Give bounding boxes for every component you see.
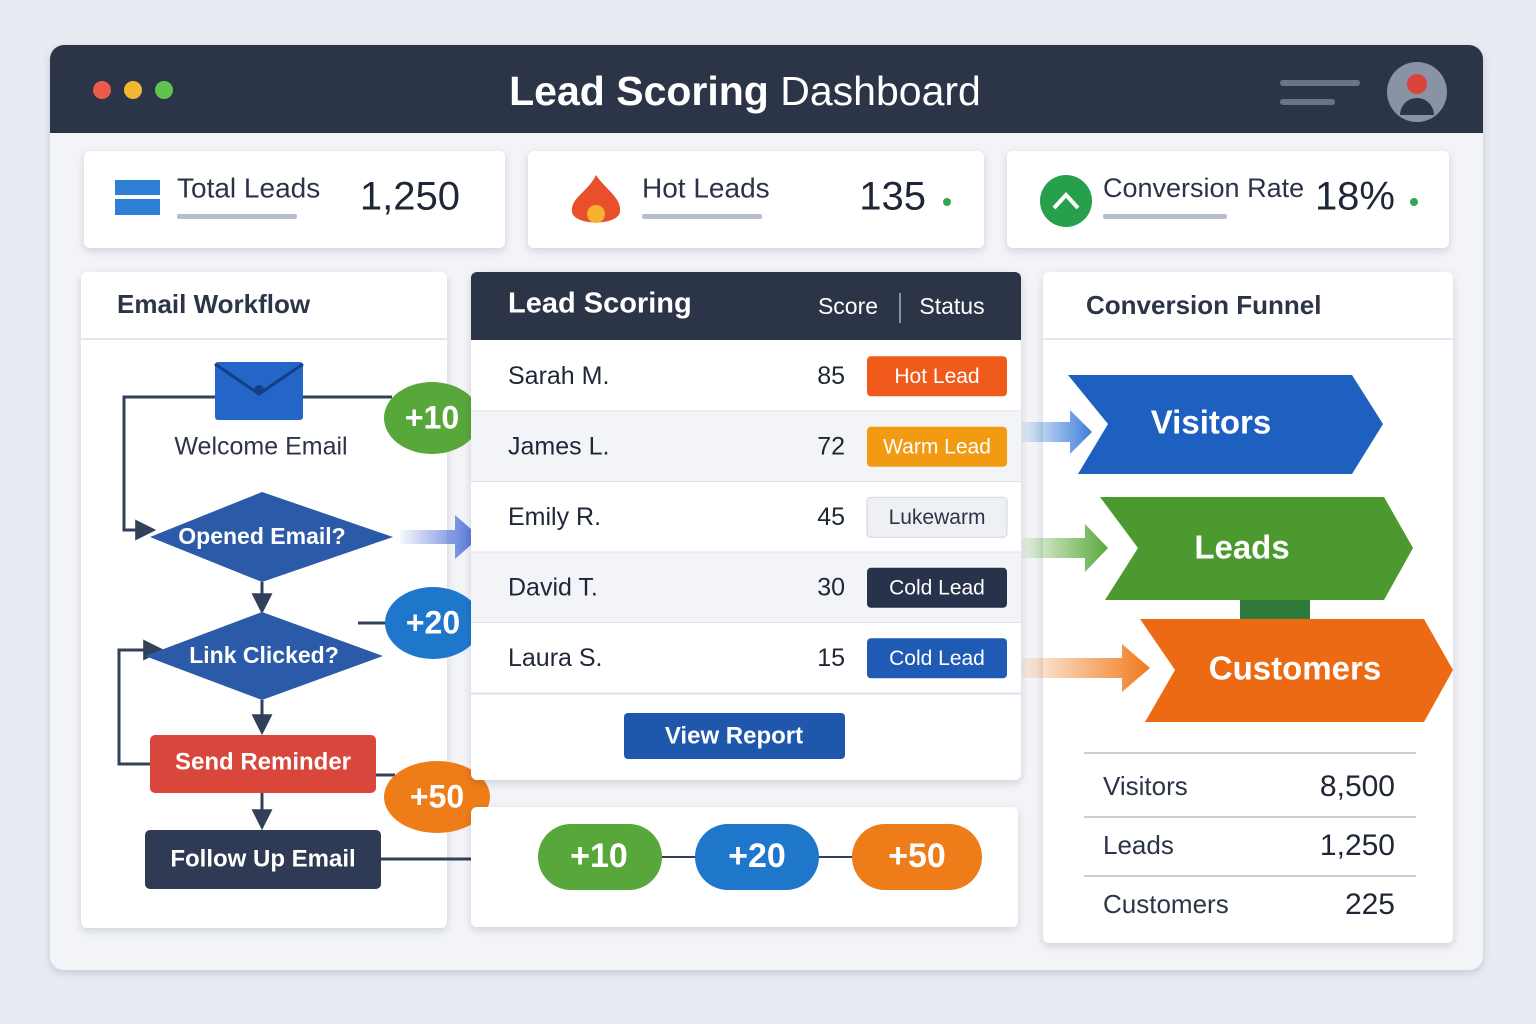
lead-name: Sarah M.	[508, 362, 609, 390]
scoring-header	[471, 272, 1021, 340]
lead-score: 72	[817, 432, 845, 460]
panel-title: Lead Scoring	[508, 288, 692, 320]
status-label: Hot Lead	[894, 365, 979, 388]
chain-pill: +50	[852, 824, 982, 890]
funnel-value: 1,250	[1320, 829, 1395, 862]
funnel-arrow	[1022, 524, 1108, 572]
title-light: Dashboard	[780, 68, 981, 114]
lead-row: Sarah M. 85 Hot Lead	[471, 341, 1021, 413]
funnel-stage: Customers	[1140, 619, 1453, 722]
stat-card: Conversion Rate 18%	[1007, 151, 1449, 248]
step-label: Opened Email?	[178, 523, 345, 549]
header-title: Lead Scoring Dashboard	[509, 68, 981, 114]
window-dot[interactable]	[124, 81, 142, 99]
view-report-button[interactable]: View Report	[624, 713, 845, 759]
lead-name: James L.	[508, 432, 609, 460]
funnel-value: 8,500	[1320, 770, 1395, 803]
stage-label: Customers	[1209, 650, 1381, 687]
header-bar	[50, 45, 1483, 133]
workflow-step: Follow Up Email	[145, 830, 381, 889]
stat-value: 135	[859, 175, 926, 219]
window-dot[interactable]	[155, 81, 173, 99]
flow-arrow	[400, 515, 480, 559]
badge-text: +20	[406, 604, 460, 640]
badge-text: +50	[410, 778, 464, 814]
lead-name: Emily R.	[508, 503, 601, 531]
stage-label: Visitors	[1151, 404, 1271, 441]
lead-row: Laura S. 15 Cold Lead	[471, 623, 1021, 695]
workflow-step: Send Reminder	[150, 735, 376, 793]
funnel-label: Leads	[1103, 830, 1174, 860]
menu-icon[interactable]	[1280, 80, 1360, 105]
funnel-label: Customers	[1103, 889, 1229, 919]
lead-score: 85	[817, 362, 845, 390]
stat-value: 18%	[1315, 175, 1395, 219]
step-label: Follow Up Email	[170, 845, 355, 872]
funnel-table: Visitors 8,500 Leads 1,250 Customers 225	[1084, 752, 1416, 921]
funnel-arrow	[1022, 644, 1150, 692]
workflow-step: Opened Email?	[150, 492, 393, 582]
lead-row: David T. 30 Cold Lead	[471, 552, 1021, 624]
title-bold: Lead Scoring	[509, 68, 769, 114]
lead-name: David T.	[508, 573, 598, 601]
window-dot[interactable]	[93, 81, 111, 99]
funnel-label: Visitors	[1103, 771, 1188, 801]
score-badge: +50	[384, 761, 490, 833]
button-label[interactable]: View Report	[665, 722, 803, 749]
workflow-step: Welcome Email	[174, 362, 348, 461]
status-badge	[867, 426, 1007, 467]
lead-score: 30	[817, 573, 845, 601]
status-label: Cold Lead	[889, 576, 985, 599]
chain-pill: +20	[695, 824, 819, 890]
lead-name: Laura S.	[508, 644, 603, 672]
avatar[interactable]	[1387, 62, 1447, 122]
step-label: Send Reminder	[175, 748, 351, 775]
step-label: Link Clicked?	[189, 642, 339, 668]
funnel-value: 225	[1345, 888, 1395, 921]
stat-label: Hot Leads	[642, 172, 770, 203]
score-badge: +20	[385, 587, 481, 659]
funnel-stage: Leads	[1100, 497, 1413, 600]
badge-text: +10	[405, 399, 459, 435]
stat-value: 1,250	[360, 175, 460, 219]
status-label: Lukewarm	[889, 506, 986, 529]
lead-score: 15	[817, 644, 845, 672]
lead-row: James L. 72 Warm Lead	[471, 411, 1021, 483]
status-badge	[867, 356, 1007, 397]
status-badge	[867, 638, 1007, 679]
step-label: Welcome Email	[174, 433, 347, 461]
panel-title: Conversion Funnel	[1086, 290, 1321, 320]
workflow-step: Link Clicked?	[145, 612, 383, 700]
score-badge: +10	[384, 382, 480, 454]
lead-row: Emily R. 45 Lukewarm	[471, 482, 1021, 554]
status-label: Cold Lead	[889, 647, 985, 670]
chain-pill: +10	[538, 824, 662, 890]
status-label: Warm Lead	[883, 435, 991, 458]
pill-text: +20	[728, 837, 786, 875]
status-badge	[866, 496, 1008, 538]
funnel-stage: Visitors	[1068, 375, 1383, 474]
column-header: Score	[818, 293, 878, 319]
stat-label: Conversion Rate	[1103, 173, 1304, 203]
pill-text: +10	[570, 837, 628, 875]
pill-text: +50	[888, 837, 946, 875]
stage-label: Leads	[1194, 529, 1289, 566]
panel-title: Email Workflow	[117, 289, 311, 319]
column-header: Status	[919, 293, 984, 319]
stat-label: Total Leads	[177, 172, 320, 203]
stat-card: Hot Leads 135	[528, 151, 984, 248]
scoring-rows: Sarah M. 85 Hot Lead James L. 72 Warm Lead Emi…	[471, 341, 1021, 695]
funnel-arrow	[1022, 410, 1092, 454]
lead-score: 45	[817, 503, 845, 531]
status-badge	[867, 567, 1007, 608]
stat-card: Total Leads 1,250	[84, 151, 505, 248]
